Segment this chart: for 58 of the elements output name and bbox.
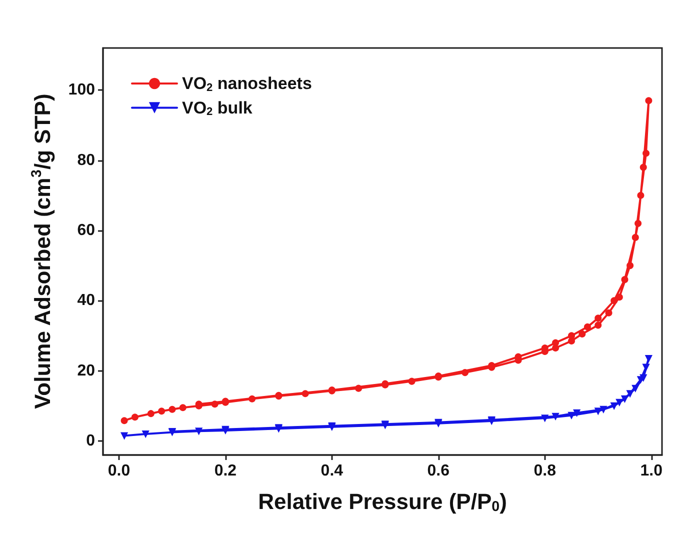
point	[642, 150, 650, 157]
x-tick-label: 1.0	[640, 462, 663, 480]
y-axis-title: Volume Adsorbed (cm3/g STP)	[29, 94, 55, 409]
point	[578, 330, 586, 338]
point	[355, 384, 362, 392]
point	[158, 408, 166, 415]
point	[645, 97, 652, 104]
point	[632, 384, 639, 392]
point	[179, 404, 186, 412]
y-tick-label: 20	[77, 362, 96, 380]
point	[642, 364, 650, 371]
point	[645, 355, 652, 362]
y-tick-label: 80	[77, 152, 96, 169]
point	[195, 428, 202, 435]
point	[594, 408, 602, 415]
point	[621, 276, 628, 284]
point	[610, 297, 618, 304]
point	[120, 417, 128, 424]
x-tick-label: 0.4	[320, 462, 344, 480]
point	[168, 406, 176, 413]
point	[640, 164, 647, 171]
point	[584, 323, 591, 330]
point	[626, 390, 634, 398]
point	[541, 414, 548, 422]
point	[594, 314, 602, 322]
point	[408, 378, 416, 385]
point	[616, 294, 623, 301]
point	[302, 390, 309, 398]
point	[573, 409, 580, 416]
point	[605, 309, 612, 316]
point	[462, 369, 469, 376]
point	[248, 395, 256, 402]
point	[552, 339, 560, 346]
point	[610, 402, 618, 410]
x-tick-label: 0.0	[108, 462, 130, 480]
point	[632, 234, 639, 241]
point	[120, 432, 128, 440]
y-tick-label: 0	[86, 432, 96, 450]
x-tick-label: 0.8	[534, 462, 556, 480]
point	[600, 406, 607, 413]
y-tick-label: 60	[77, 222, 96, 239]
point	[568, 412, 575, 419]
x-tick-label: 0.6	[427, 462, 450, 480]
point	[616, 398, 623, 406]
x-tick-label: 0.2	[214, 462, 237, 480]
point	[147, 410, 154, 418]
point	[142, 430, 150, 438]
point	[621, 395, 628, 402]
point	[594, 322, 602, 329]
point	[211, 400, 218, 408]
point	[626, 262, 634, 270]
point	[637, 192, 644, 199]
point	[552, 412, 560, 420]
point	[568, 332, 575, 340]
y-tick-label: 100	[68, 82, 96, 99]
point	[131, 414, 138, 421]
y-tick-label: 40	[77, 292, 96, 310]
point	[634, 220, 642, 227]
